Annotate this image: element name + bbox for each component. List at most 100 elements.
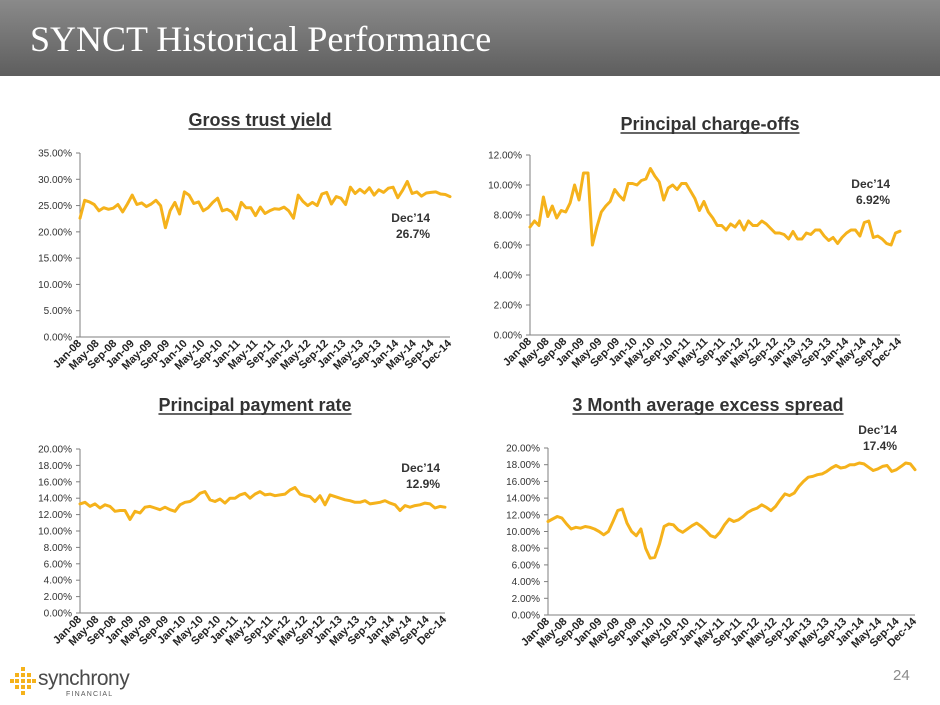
y-tick-label: 14.00%: [506, 494, 540, 505]
header-bar: [0, 0, 940, 76]
data-point: [289, 489, 291, 491]
data-point: [760, 504, 762, 506]
data-point: [788, 494, 790, 496]
data-point: [663, 199, 665, 201]
data-point: [814, 229, 816, 231]
data-point: [84, 199, 86, 201]
data-point: [250, 206, 252, 208]
data-point: [823, 235, 825, 237]
data-point: [159, 508, 161, 510]
data-point: [551, 205, 553, 207]
data-point: [686, 528, 688, 530]
data-point: [747, 511, 749, 513]
data-point: [752, 224, 754, 226]
y-tick-label: 0.00%: [44, 609, 72, 620]
data-point: [801, 238, 803, 240]
data-point: [207, 206, 209, 208]
data-point: [119, 509, 121, 511]
data-point: [853, 464, 855, 466]
chart-title: Principal payment rate: [158, 395, 351, 415]
data-point: [444, 193, 446, 195]
data-point: [288, 210, 290, 212]
data-point: [109, 505, 111, 507]
annotation-label: Dec’14: [401, 461, 440, 475]
data-point: [761, 220, 763, 222]
data-point: [392, 186, 394, 188]
chart-principal-payment-rate: Principal payment rate 0.00% 2.00% 4.00% 6.0…: [38, 395, 450, 648]
data-point: [311, 201, 313, 203]
data-point: [680, 182, 682, 184]
data-point: [269, 210, 271, 212]
data-point: [292, 217, 294, 219]
data-point: [612, 520, 614, 522]
data-point: [578, 199, 580, 201]
data-point: [279, 494, 281, 496]
data-point: [359, 501, 361, 503]
data-point: [841, 236, 843, 238]
data-point: [334, 495, 336, 497]
data-point: [325, 191, 327, 193]
data-point: [339, 497, 341, 499]
annotation-value: 26.7%: [396, 227, 430, 241]
data-point: [235, 218, 237, 220]
y-tick-label: 25.00%: [38, 201, 72, 212]
logo-wordmark: synchrony: [38, 667, 130, 690]
data-point: [863, 221, 865, 223]
y-tick-label: 0.00%: [44, 333, 72, 344]
data-point: [169, 508, 171, 510]
data-point: [636, 184, 638, 186]
data-point: [401, 189, 403, 191]
data-point: [140, 202, 142, 204]
data-point: [821, 473, 823, 475]
data-point: [621, 508, 623, 510]
y-tick-label: 20.00%: [506, 444, 540, 455]
y-tick-label: 10.00%: [38, 527, 72, 538]
data-point: [439, 505, 441, 507]
data-point: [914, 469, 916, 471]
data-point: [547, 520, 549, 522]
slide-title: SYNCT Historical Performance: [30, 19, 492, 59]
y-tick-label: 10.00%: [488, 181, 522, 192]
data-point: [278, 208, 280, 210]
data-point: [216, 197, 218, 199]
data-point: [774, 232, 776, 234]
chart-principal-charge-offs: Principal charge-offs 0.00% 2.00% 4.00% 6.00…: [488, 114, 905, 370]
y-tick-label: 2.00%: [512, 594, 540, 605]
data-point: [283, 206, 285, 208]
data-point: [895, 469, 897, 471]
data-point: [812, 475, 814, 477]
data-point: [698, 209, 700, 211]
y-tick-label: 6.00%: [512, 560, 540, 571]
data-point: [909, 463, 911, 465]
data-point: [547, 215, 549, 217]
y-tick-label: 5.00%: [44, 306, 72, 317]
data-point: [783, 233, 785, 235]
data-point: [354, 501, 356, 503]
data-point: [644, 547, 646, 549]
data-point: [832, 236, 834, 238]
data-point: [542, 196, 544, 198]
data-point: [107, 208, 109, 210]
data-point: [667, 187, 669, 189]
data-point: [189, 500, 191, 502]
y-tick-label: 8.00%: [512, 544, 540, 555]
data-point: [658, 543, 660, 545]
data-point: [877, 235, 879, 237]
data-point: [84, 501, 86, 503]
data-point: [429, 503, 431, 505]
data-point: [406, 180, 408, 182]
data-point: [121, 211, 123, 213]
data-point: [850, 229, 852, 231]
annotation-value: 6.92%: [856, 193, 890, 207]
annotation-value: 12.9%: [406, 477, 440, 491]
data-point: [663, 525, 665, 527]
data-point: [359, 188, 361, 190]
data-point: [259, 490, 261, 492]
data-point: [695, 522, 697, 524]
series-line: [78, 179, 452, 230]
data-point: [154, 507, 156, 509]
data-point: [836, 242, 838, 244]
data-point: [635, 534, 637, 536]
data-point: [845, 232, 847, 234]
data-point: [707, 211, 709, 213]
